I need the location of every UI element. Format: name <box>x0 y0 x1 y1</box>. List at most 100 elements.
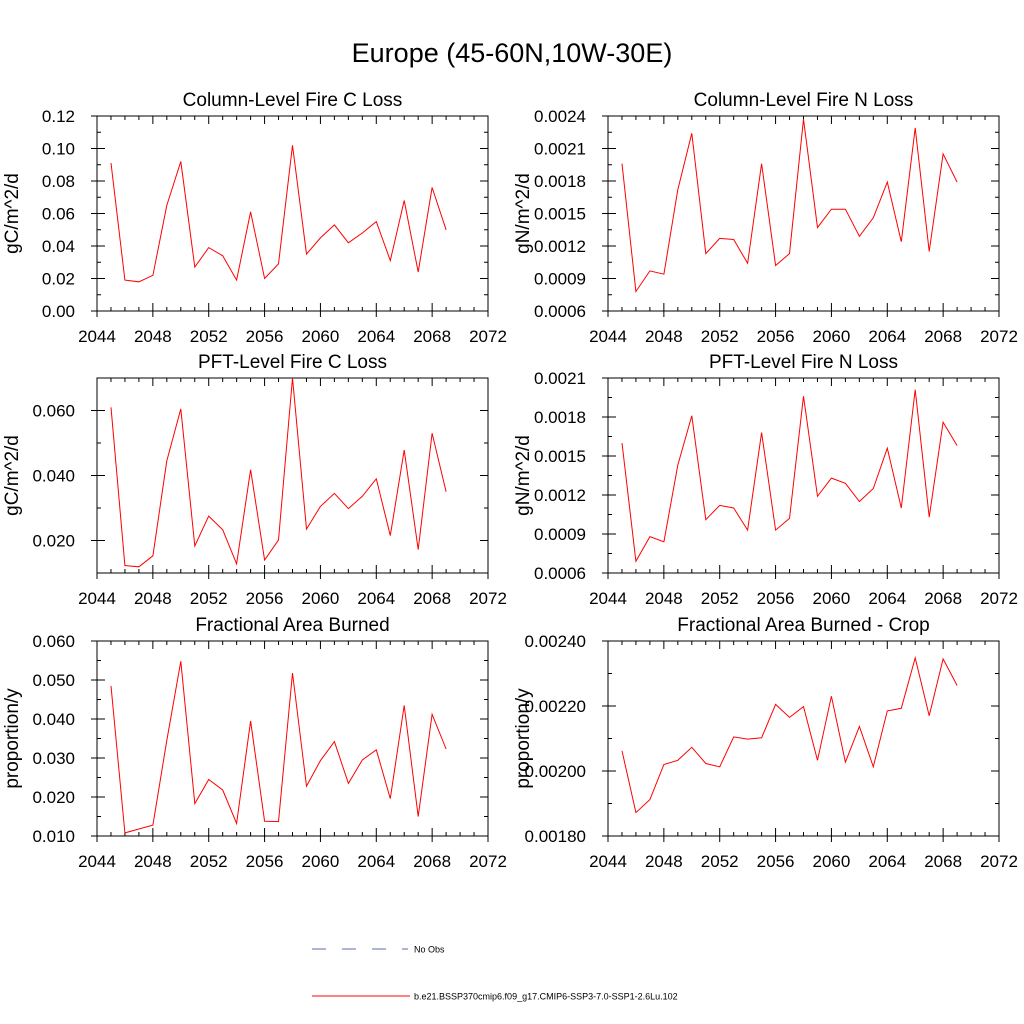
y-axis-label: gN/m^2/d <box>513 435 534 516</box>
y-tick-label: 0.0018 <box>534 408 586 427</box>
plot-frame <box>607 115 1000 312</box>
y-tick-label: 0.040 <box>32 467 75 486</box>
panel-column-c-loss: Column-Level Fire C Loss gC/m^2/d 2044 2048… <box>2 90 507 346</box>
x-tick-label: 2044 <box>78 327 116 346</box>
x-tick-label: 2044 <box>78 589 116 608</box>
x-tick-label: 2072 <box>980 589 1018 608</box>
x-tick-label: 2072 <box>980 327 1018 346</box>
y-tick-label: 0.04 <box>42 237 75 256</box>
x-tick-label: 2052 <box>701 852 739 871</box>
panel-column-n-loss: Column-Level Fire N Loss gN/m^2/d 2044 2048… <box>513 90 1018 346</box>
series-line <box>110 377 447 568</box>
y-tick-label: 0.010 <box>32 827 75 846</box>
panel-title: PFT-Level Fire C Loss <box>198 352 387 373</box>
y-tick-label: 0.02 <box>42 270 75 289</box>
x-tick-label: 2048 <box>645 327 683 346</box>
y-tick-label: 0.0021 <box>534 369 586 388</box>
panel-title: Column-Level Fire C Loss <box>183 90 403 111</box>
x-tick-label: 2056 <box>246 327 284 346</box>
y-axis-label: proportion/y <box>513 688 534 789</box>
panel-area-burned-crop: Fractional Area Burned - Crop proportion/… <box>513 615 1018 871</box>
panel-title: Column-Level Fire N Loss <box>694 90 914 111</box>
x-tick-label: 2060 <box>813 327 851 346</box>
x-tick-label: 2044 <box>589 589 627 608</box>
y-tick-label: 0.0024 <box>534 107 586 126</box>
x-tick-label: 2064 <box>357 852 395 871</box>
x-tick-label: 2056 <box>757 589 795 608</box>
y-tick-label: 0.0012 <box>534 237 586 256</box>
y-tick-label: 0.00220 <box>525 697 586 716</box>
x-tick-label: 2064 <box>868 589 906 608</box>
x-tick-label: 2052 <box>190 852 228 871</box>
x-tick-label: 2052 <box>190 327 228 346</box>
x-tick-label: 2052 <box>190 589 228 608</box>
x-tick-label: 2068 <box>924 852 962 871</box>
y-tick-label: 0.06 <box>42 205 75 224</box>
y-tick-label: 0.00180 <box>525 827 586 846</box>
panel-title: Fractional Area Burned - Crop <box>677 615 929 636</box>
legend-run-label: b.e21.BSSP370cmip6.f09_g17.CMIP6-SSP3-7.… <box>414 992 678 1002</box>
x-tick-label: 2068 <box>413 589 451 608</box>
x-tick-label: 2072 <box>469 327 507 346</box>
y-tick-label: 0.040 <box>32 710 75 729</box>
y-tick-label: 0.060 <box>32 632 75 651</box>
y-tick-label: 0.0009 <box>534 270 586 289</box>
series-line <box>110 145 447 283</box>
x-tick-label: 2068 <box>413 327 451 346</box>
panel-pft-n-loss: PFT-Level Fire N Loss gN/m^2/d 2044 2048 205… <box>513 352 1018 608</box>
x-tick-label: 2044 <box>589 852 627 871</box>
x-tick-label: 2064 <box>357 327 395 346</box>
x-tick-label: 2072 <box>469 852 507 871</box>
x-tick-label: 2056 <box>757 327 795 346</box>
x-tick-label: 2048 <box>645 589 683 608</box>
y-tick-label: 0.0018 <box>534 172 586 191</box>
y-axis-label: gN/m^2/d <box>513 173 534 254</box>
panel-title: PFT-Level Fire N Loss <box>709 352 898 373</box>
x-tick-label: 2068 <box>924 327 962 346</box>
x-tick-label: 2060 <box>302 327 340 346</box>
legend-no-obs-label: No Obs <box>414 945 445 955</box>
x-tick-label: 2056 <box>246 589 284 608</box>
y-tick-label: 0.020 <box>32 788 75 807</box>
y-tick-label: 0.060 <box>32 402 75 421</box>
x-tick-label: 2060 <box>302 852 340 871</box>
y-tick-label: 0.020 <box>32 532 75 551</box>
x-tick-label: 2072 <box>469 589 507 608</box>
panel-area-burned: Fractional Area Burned proportion/y 2044 20… <box>2 615 507 871</box>
y-axis-label: proportion/y <box>2 688 23 789</box>
x-tick-label: 2068 <box>413 852 451 871</box>
series-line <box>621 119 958 293</box>
y-tick-label: 0.00200 <box>525 762 586 781</box>
x-tick-label: 2056 <box>757 852 795 871</box>
series-line <box>621 389 958 563</box>
x-tick-label: 2044 <box>78 852 116 871</box>
y-tick-label: 0.00240 <box>525 632 586 651</box>
x-tick-label: 2068 <box>924 589 962 608</box>
y-tick-label: 0.0015 <box>534 205 586 224</box>
series-line <box>621 655 958 814</box>
x-tick-label: 2064 <box>868 852 906 871</box>
x-tick-label: 2060 <box>813 589 851 608</box>
y-tick-label: 0.00 <box>42 302 75 321</box>
y-tick-label: 0.0021 <box>534 140 586 159</box>
y-tick-label: 0.0006 <box>534 302 586 321</box>
x-tick-label: 2060 <box>302 589 340 608</box>
x-tick-label: 2060 <box>813 852 851 871</box>
y-tick-label: 0.12 <box>42 107 75 126</box>
x-tick-label: 2048 <box>134 589 172 608</box>
plot-frame <box>607 377 1000 574</box>
x-tick-label: 2056 <box>246 852 284 871</box>
x-tick-label: 2048 <box>134 852 172 871</box>
figure-title: Europe (45-60N,10W-30E) <box>351 38 673 68</box>
y-tick-label: 0.0012 <box>534 486 586 505</box>
x-tick-label: 2064 <box>357 589 395 608</box>
x-tick-label: 2072 <box>980 852 1018 871</box>
y-axis-label: gC/m^2/d <box>2 173 23 254</box>
panel-title: Fractional Area Burned <box>195 615 389 636</box>
x-tick-label: 2044 <box>589 327 627 346</box>
legend: No Obs b.e21.BSSP370cmip6.f09_g17.CMIP6-… <box>312 945 678 1002</box>
x-tick-label: 2048 <box>645 852 683 871</box>
x-tick-label: 2048 <box>134 327 172 346</box>
y-tick-label: 0.050 <box>32 671 75 690</box>
